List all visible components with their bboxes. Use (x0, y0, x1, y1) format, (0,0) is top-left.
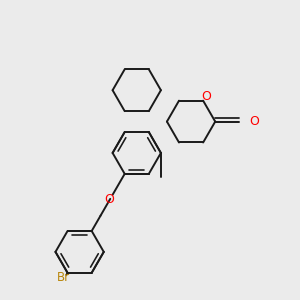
Text: O: O (201, 90, 211, 103)
Text: Br: Br (57, 271, 70, 284)
Text: O: O (105, 194, 115, 206)
Text: O: O (249, 115, 259, 128)
